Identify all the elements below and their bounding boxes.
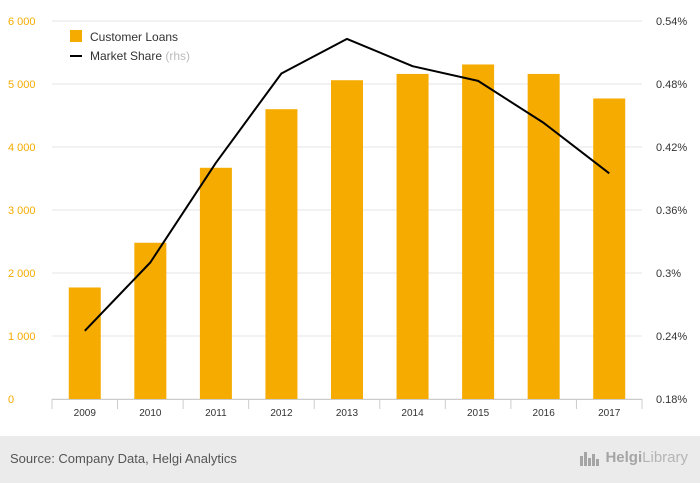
y-right-tick-label: 0.36% — [656, 205, 687, 217]
y-left-tick-label: 6 000 — [8, 16, 36, 28]
bar-2009 — [68, 287, 101, 399]
bar-2015 — [462, 64, 495, 399]
x-tick-label: 2017 — [598, 408, 621, 419]
source-note: Source: Company Data, Helgi Analytics — [10, 451, 237, 466]
legend: Customer Loans Market Share (rhs) — [70, 30, 190, 63]
x-tick-label: 2014 — [401, 408, 424, 419]
x-tick-label: 2015 — [467, 408, 490, 419]
y-right-tick-label: 0.3% — [656, 268, 681, 280]
x-tick-label: 2013 — [336, 408, 359, 419]
y-left-tick-label: 3 000 — [8, 205, 36, 217]
market-share-line — [84, 37, 610, 332]
bar-2012 — [265, 109, 298, 399]
y-left-tick-label: 1 000 — [8, 331, 36, 343]
bar-2011 — [199, 167, 232, 399]
line-series-market-share — [84, 37, 610, 332]
legend-rhs-suffix: (rhs) — [165, 49, 190, 63]
city-skyline-icon — [580, 451, 600, 466]
legend-label-customer-loans: Customer Loans — [90, 30, 178, 44]
x-tick-label: 2012 — [270, 408, 293, 419]
bar-2013 — [331, 80, 363, 399]
brand-name-bold: Helgi — [605, 449, 643, 466]
y-left-tick-label: 4 000 — [8, 142, 36, 154]
y-right-tick-label: 0.48% — [656, 79, 687, 91]
x-tick-label: 2016 — [533, 408, 556, 419]
axes: 0 1 000 2 000 3 000 4 000 5 000 6 000 0.18% 0.24… — [8, 16, 687, 419]
y-right-tick-label: 0.24% — [656, 331, 687, 343]
x-tick-label: 2010 — [139, 408, 162, 419]
brand-logo[interactable]: HelgiLibrary — [579, 449, 688, 466]
legend-swatch-customer-loans — [70, 30, 82, 42]
bar-2017 — [593, 98, 626, 400]
y-right-tick-label: 0.42% — [656, 142, 687, 154]
x-tick-label: 2009 — [74, 408, 97, 419]
bar-2016 — [527, 73, 560, 400]
brand-name-light: Library — [642, 449, 688, 466]
y-right-tick-label: 0.18% — [656, 394, 687, 406]
y-left-tick-label: 2 000 — [8, 268, 36, 280]
x-tick-label: 2011 — [205, 408, 227, 419]
y-left-tick-label: 0 — [8, 394, 14, 406]
legend-label-market-share: Market Share (rhs) — [90, 49, 190, 63]
bar-2010 — [134, 242, 167, 399]
y-left-tick-label: 5 000 — [8, 79, 36, 91]
bar-2014 — [396, 73, 429, 400]
bar-series-customer-loans — [68, 64, 626, 400]
y-right-tick-label: 0.54% — [656, 16, 687, 28]
